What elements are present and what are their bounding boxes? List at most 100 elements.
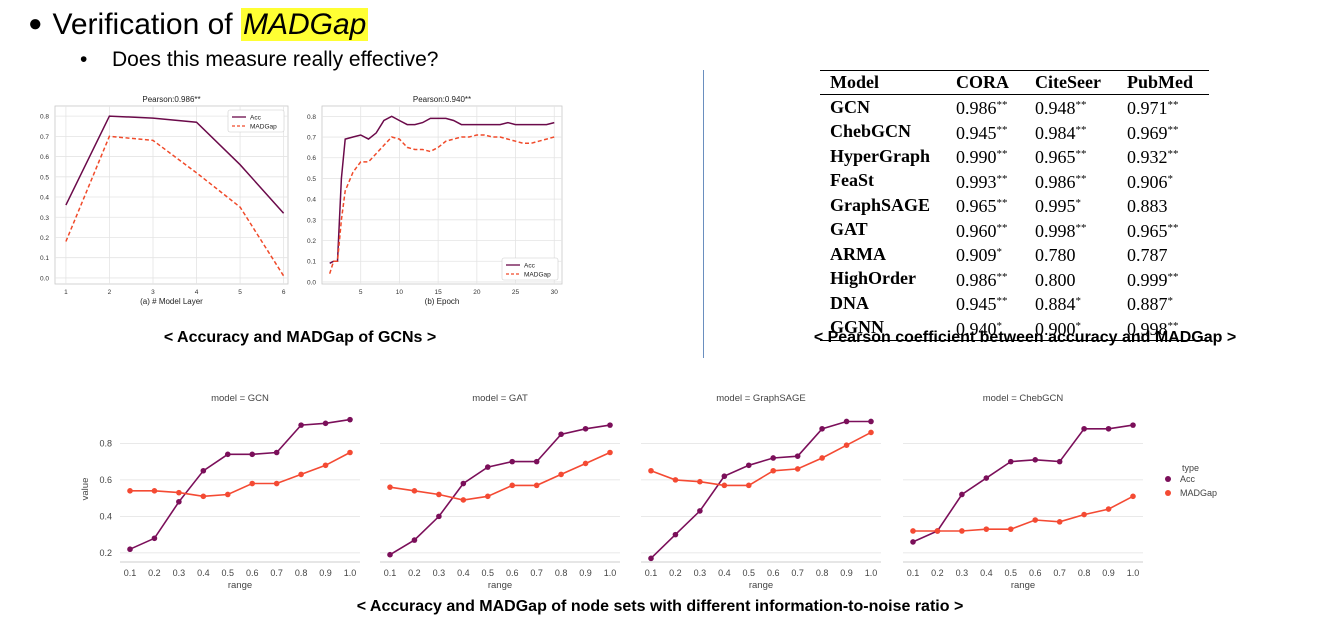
madgap-line <box>650 431 872 487</box>
cora-cell-value: 0.945 <box>956 294 997 314</box>
citeseer-cell-value: 0.995 <box>1035 196 1076 216</box>
info-noise-ratio-charts: 0.2 0.4 0.6 0.8 value 0.1 0.2 0.3 0.4 0.5 0.6 0.7 0.… <box>80 393 1217 590</box>
model-name-cell: HighOrder <box>820 267 946 292</box>
pubmed-cell: 0.969** <box>1117 120 1209 145</box>
x-axis-label: range <box>1011 580 1035 590</box>
y-tick-label: 0.6 <box>99 475 112 485</box>
significance-marker: * <box>996 246 1003 258</box>
x-tick-label: 0.8 <box>555 568 568 578</box>
model-name-cell-value: FeaSt <box>830 170 874 190</box>
madgap-line <box>130 451 351 498</box>
y-tick-label: 0.4 <box>307 197 316 204</box>
madgap-point <box>607 449 613 456</box>
cora-cell-value: 0.909 <box>956 245 997 265</box>
significance-marker: ** <box>1075 172 1087 185</box>
x-tick-label: 4 <box>195 289 199 296</box>
acc-line <box>329 115 555 264</box>
pubmed-cell: 0.965** <box>1117 218 1209 243</box>
madgap-point <box>298 471 304 478</box>
madgap-point <box>672 477 679 483</box>
madgap-line <box>389 451 611 501</box>
x-tick-label: 10 <box>396 289 404 296</box>
subtitle-text: Does this measure really effective? <box>112 48 439 71</box>
significance-marker: ** <box>996 148 1008 160</box>
x-tick-label: 5 <box>238 289 242 296</box>
citeseer-cell-value: 0.948 <box>1035 98 1076 118</box>
y-tick-label: 0.6 <box>40 154 49 161</box>
table-row: GGNN 0.940* 0.900* 0.998** <box>820 315 1210 341</box>
citeseer-cell: 0.800 <box>1025 267 1117 292</box>
acc-point <box>533 458 540 465</box>
model-name-cell: GGNN <box>820 315 947 341</box>
legend-label: Acc <box>250 114 262 121</box>
significance-marker: ** <box>1075 99 1087 111</box>
acc-point <box>697 508 703 514</box>
model-name-cell: DNA <box>820 291 946 316</box>
y-tick-label: 0.2 <box>40 235 49 242</box>
table-row: HyperGraph 0.990** 0.965** 0.932** <box>820 144 1209 169</box>
x-axis-label: (b) Epoch <box>425 297 460 306</box>
cora-cell: 0.993** <box>946 169 1025 194</box>
x-tick-label: 0.6 <box>506 568 519 578</box>
x-tick-label: 25 <box>512 289 520 296</box>
title-prefix: Verification of <box>52 8 233 41</box>
madgap-point <box>411 488 418 494</box>
x-tick-label: 2 <box>108 289 112 296</box>
x-tick-label: 3 <box>151 289 155 296</box>
x-tick-label: 0.2 <box>408 568 421 578</box>
pubmed-cell: 0.887* <box>1117 291 1209 316</box>
pubmed-cell: 0.971** <box>1117 95 1209 120</box>
citeseer-cell: 0.995* <box>1025 193 1117 218</box>
x-tick-label: 0.7 <box>1053 568 1066 578</box>
model-name-cell: GraphSAGE <box>820 193 946 218</box>
x-tick-label: 0.4 <box>197 568 210 578</box>
subtitle-bullet: • <box>80 48 88 71</box>
pubmed-cell-value: 0.932 <box>1127 147 1168 167</box>
y-tick-label: 0.4 <box>99 511 112 521</box>
acc-line <box>912 424 1134 543</box>
significance-marker: ** <box>1167 319 1179 332</box>
x-tick-label: 1.0 <box>604 568 617 578</box>
citeseer-cell: 0.984** <box>1025 120 1117 145</box>
madgap-point <box>1130 493 1136 500</box>
madgap-point <box>558 471 564 478</box>
y-tick-label: 0.0 <box>307 279 316 286</box>
pubmed-cell-value: 0.887 <box>1127 294 1168 314</box>
significance-marker: ** <box>1167 148 1179 160</box>
madgap-point <box>533 482 540 489</box>
acc-point <box>983 475 990 481</box>
caption-left: < Accuracy and MADGap of GCNs > <box>163 329 437 346</box>
pubmed-cell-value: 0.965 <box>1127 220 1168 241</box>
madgap-point <box>249 480 256 487</box>
model-name-cell-value: GCN <box>830 96 870 117</box>
madgap-point <box>151 488 158 494</box>
acc-point <box>959 491 965 498</box>
madgap-point <box>1032 517 1039 523</box>
acc-point <box>1105 425 1112 432</box>
acc-point <box>794 453 801 459</box>
x-tick-label: 0.2 <box>669 568 682 578</box>
cora-cell: 0.960** <box>946 218 1025 243</box>
acc-point <box>151 535 158 542</box>
madgap-point <box>582 460 589 467</box>
x-tick-label: 0.5 <box>482 568 495 578</box>
x-axis-label: range <box>749 580 773 590</box>
x-tick-label: 1.0 <box>1127 568 1140 578</box>
citeseer-cell: 0.780 <box>1025 242 1117 267</box>
x-tick-label: 1 <box>64 289 68 296</box>
table-header: PubMed <box>1117 70 1210 95</box>
table-header: Model <box>820 70 947 95</box>
significance-marker: ** <box>1075 123 1087 136</box>
model-name-cell: HyperGraph <box>820 144 946 169</box>
plot-frame <box>321 105 563 285</box>
y-tick-label: 0.3 <box>40 215 49 222</box>
madgap-point <box>770 467 777 474</box>
x-tick-label: 0.9 <box>579 568 592 578</box>
x-tick-label: 0.5 <box>1005 568 1018 578</box>
x-axis-label: (a) # Model Layer <box>140 297 203 306</box>
y-tick-label: 0.1 <box>307 259 316 266</box>
acc-point <box>558 431 564 438</box>
x-tick-label: 0.3 <box>956 568 969 578</box>
pubmed-cell: 0.999** <box>1117 267 1209 292</box>
significance-marker: ** <box>996 99 1008 111</box>
